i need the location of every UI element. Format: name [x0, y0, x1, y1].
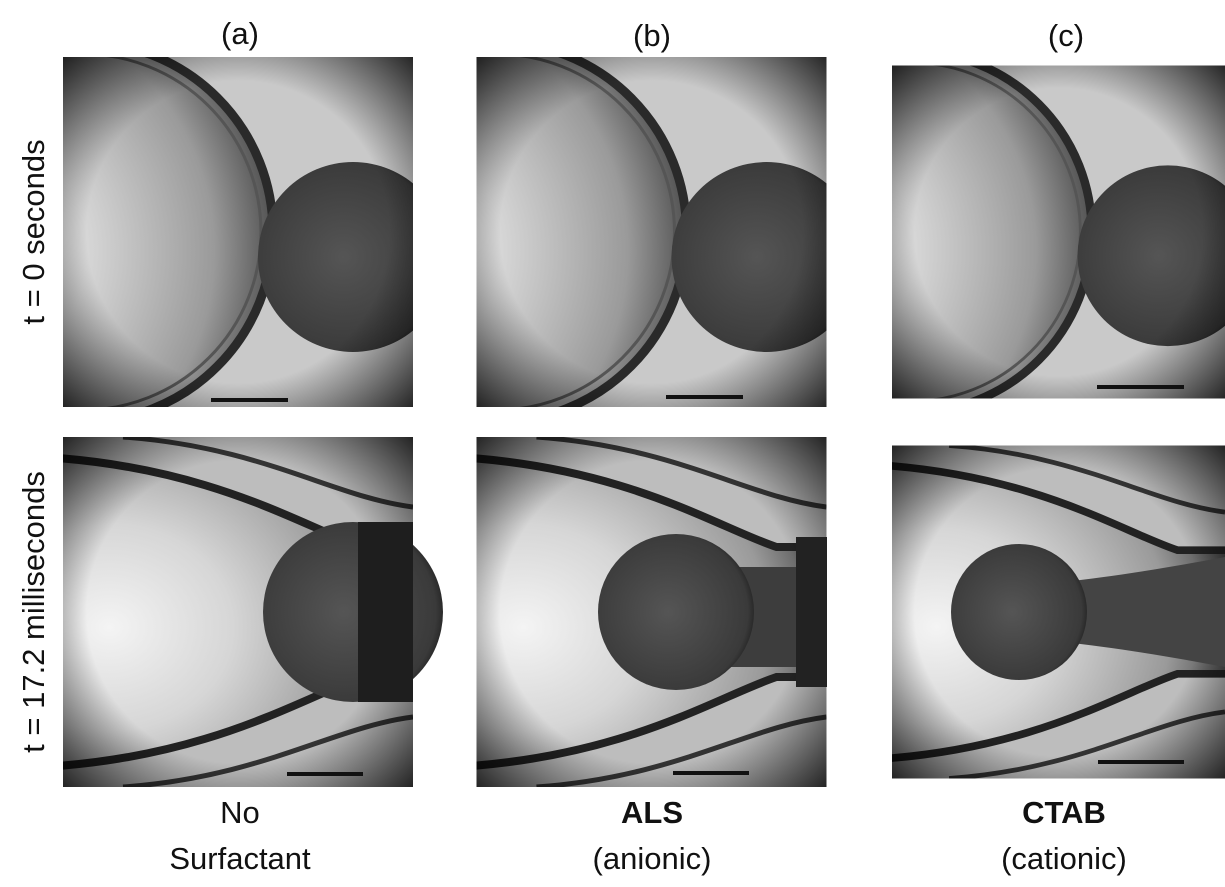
caption: (anionic): [593, 841, 712, 876]
caption: (cationic): [1001, 841, 1127, 876]
caption: Surfactant: [169, 841, 311, 876]
column-label: (c): [1048, 18, 1084, 53]
image-panel: [457, 437, 828, 787]
figure: (a) (b) (c) t = 0 seconds t = 17.2 milli…: [0, 0, 1225, 882]
row-label: t = 0 seconds: [16, 139, 51, 324]
caption: No: [220, 795, 260, 830]
column-label: (b): [633, 18, 671, 53]
caption: ALS: [621, 795, 683, 830]
column-label: (a): [221, 16, 259, 51]
image-panel: [0, 42, 448, 422]
image-panel: [43, 437, 443, 787]
row-label: t = 17.2 milliseconds: [16, 471, 51, 753]
caption: CTAB: [1022, 795, 1106, 830]
image-panel: [873, 446, 1225, 779]
